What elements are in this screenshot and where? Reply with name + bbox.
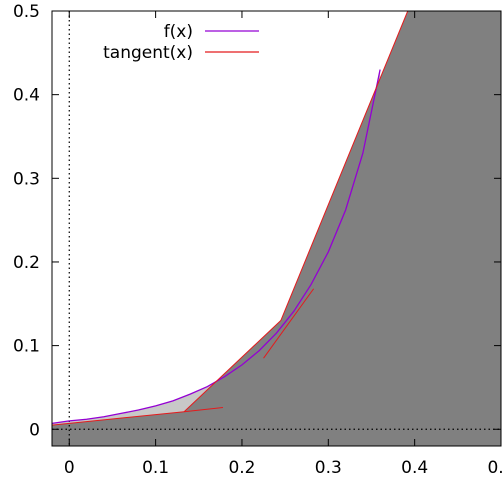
tangent-segment <box>183 320 282 413</box>
legend-label: f(x) <box>164 22 193 42</box>
x-tick-label: 0.3 <box>315 458 342 478</box>
y-tick-label: 0.3 <box>13 169 40 189</box>
legend-label: tangent(x) <box>103 43 193 63</box>
fill-under-tangent <box>52 11 501 446</box>
x-tick-label: 0.5 <box>487 458 504 478</box>
y-tick-label: 0.1 <box>13 337 40 357</box>
tangent-segment <box>52 411 185 426</box>
x-tick-label: 0 <box>64 458 75 478</box>
x-tick-label: 0.2 <box>228 458 255 478</box>
x-tick-label: 0.1 <box>142 458 169 478</box>
tangent-segment <box>263 288 315 359</box>
y-tick-label: 0.4 <box>13 86 40 106</box>
axis-layer: 0 0.1 0.2 0.3 0.4 0.5 0 0.1 0.2 0.3 0.4 0.5 <box>13 2 504 478</box>
tangent-segment <box>280 11 409 321</box>
y-tick-label: 0.5 <box>13 2 40 22</box>
legend: f(x)tangent(x) <box>103 22 259 63</box>
x-tick-label: 0.4 <box>401 458 428 478</box>
plot-border <box>51 10 502 447</box>
plot-area <box>52 11 501 446</box>
y-tick-label: 0.2 <box>13 253 40 273</box>
y-tick-label: 0 <box>29 420 40 440</box>
tangent-segment <box>184 407 224 413</box>
